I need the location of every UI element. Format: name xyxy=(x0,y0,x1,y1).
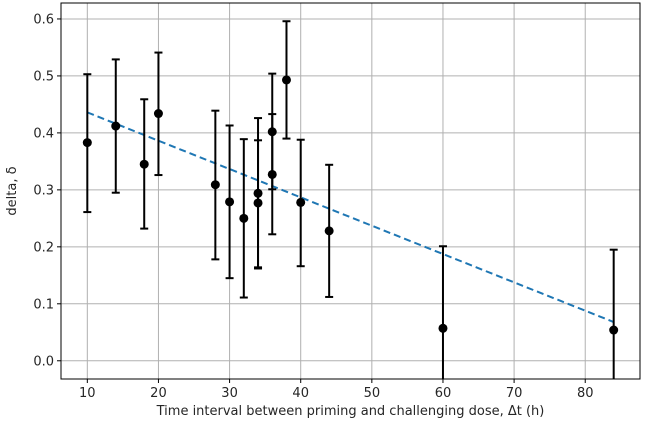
data-point xyxy=(239,213,249,223)
x-tick-label: 30 xyxy=(221,386,238,401)
x-tick-label: 60 xyxy=(435,386,452,401)
data-point xyxy=(267,127,277,137)
x-axis-label: Time interval between priming and challe… xyxy=(156,404,545,419)
data-point xyxy=(438,323,448,333)
data-point xyxy=(139,159,149,169)
y-tick-label: 0.2 xyxy=(33,240,54,255)
x-tick-label: 10 xyxy=(79,386,96,401)
data-point xyxy=(281,75,291,85)
y-tick-label: 0.1 xyxy=(33,297,54,312)
data-point xyxy=(210,180,220,190)
axis-ticks: 10 20 30 40 50 60 70 80 0.0 0.1 0.2 0.3 0.4 0.5 0.6 xyxy=(33,12,593,401)
x-tick-label: 50 xyxy=(364,386,381,401)
data-points xyxy=(82,75,619,335)
data-point xyxy=(253,198,263,208)
error-bars xyxy=(83,20,618,379)
x-tick-label: 40 xyxy=(292,386,309,401)
y-tick-label: 0.4 xyxy=(33,126,54,141)
plot-frame xyxy=(60,2,641,380)
data-point xyxy=(225,197,235,207)
y-axis-label: delta, δ xyxy=(5,166,20,215)
data-point xyxy=(111,121,121,131)
fit-line-group xyxy=(86,111,615,323)
trend-line xyxy=(86,111,615,323)
data-point xyxy=(609,325,619,335)
y-tick-label: 0.6 xyxy=(33,12,54,27)
y-tick-label: 0.5 xyxy=(33,69,54,84)
grid-lines xyxy=(61,3,640,379)
data-point xyxy=(253,188,263,198)
data-point xyxy=(324,226,334,236)
y-tick-label: 0.3 xyxy=(33,183,54,198)
y-tick-label: 0.0 xyxy=(33,354,54,369)
data-point xyxy=(296,197,306,207)
data-point xyxy=(153,109,163,119)
x-tick-label: 80 xyxy=(577,386,594,401)
data-point xyxy=(267,169,277,179)
x-tick-label: 20 xyxy=(150,386,167,401)
x-tick-label: 70 xyxy=(506,386,523,401)
data-point xyxy=(82,138,92,148)
